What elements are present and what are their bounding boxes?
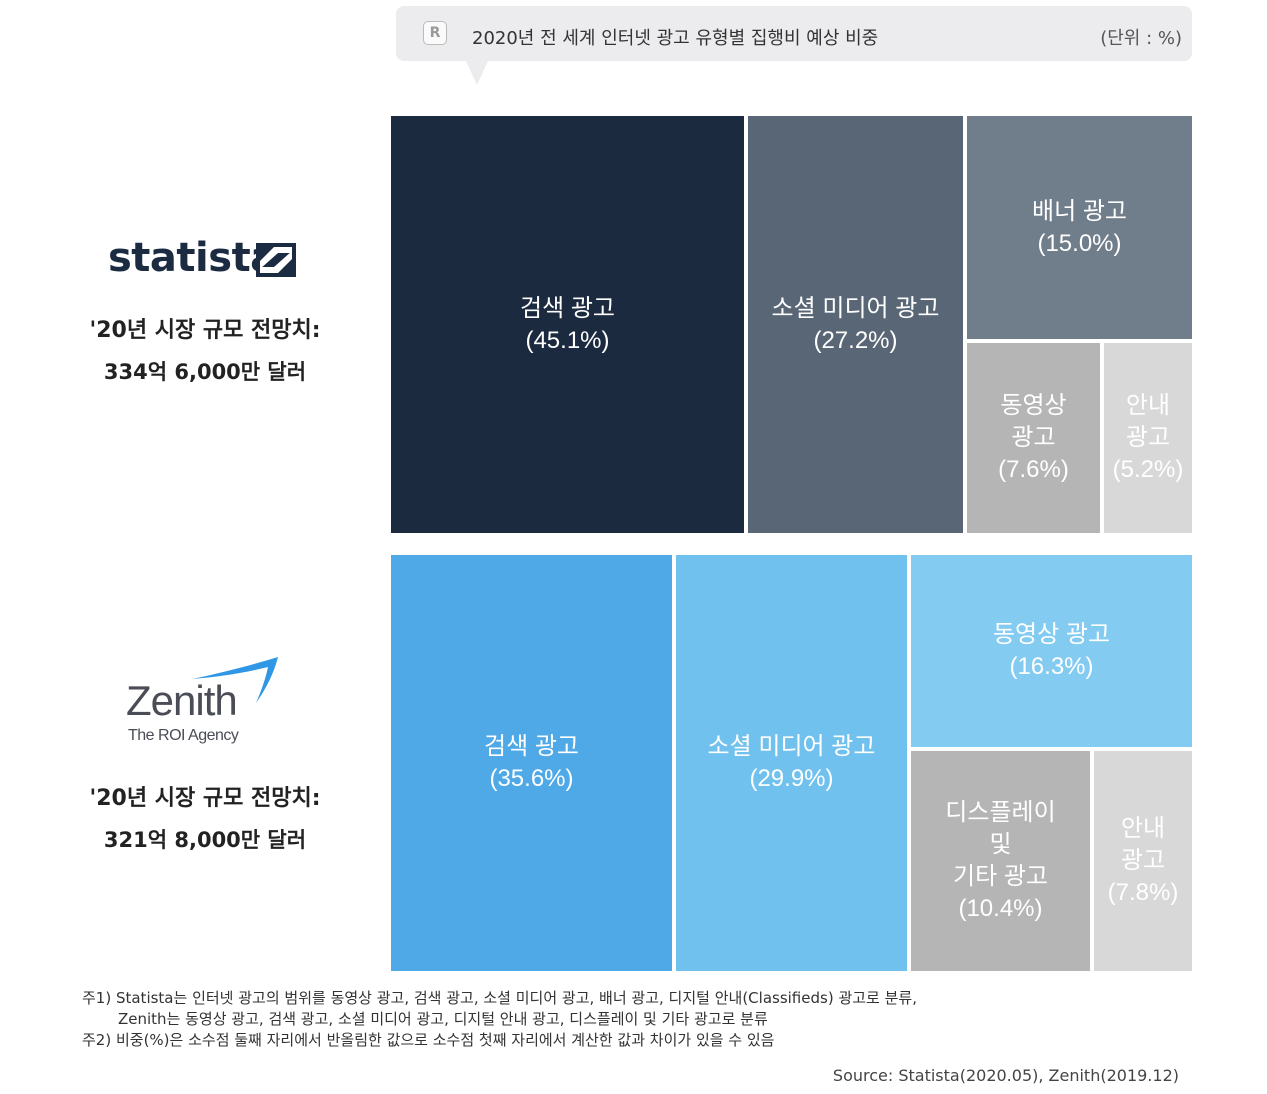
treemap-tile-label: 소셜 미디어 광고 (29.9%) (707, 733, 876, 792)
footnote-1: 주1) Statista는 인터넷 광고의 범위를 동영상 광고, 검색 광고,… (82, 989, 917, 1007)
treemap-tile-label: 디스플레이 및 기타 광고 (10.4%) (945, 799, 1056, 922)
footnote-2: 주2) 비중(%)은 소수점 둘째 자리에서 반올림한 값으로 소수점 첫째 자… (82, 1031, 775, 1049)
statista-logo-text: statista (108, 235, 277, 281)
treemap-tile-label: 안내 광고 (5.2%) (1112, 392, 1184, 483)
treemap-tile: 동영상 광고 (7.6%) (967, 343, 1100, 533)
statista-mark-icon (256, 243, 296, 277)
footnote-1-continued: Zenith는 동영상 광고, 검색 광고, 소셜 미디어 광고, 디지털 안내… (118, 1010, 768, 1028)
zenith-logo: Zenith The ROI Agency (126, 655, 286, 750)
statista-market-label: '20년 시장 규모 전망치: (89, 318, 321, 343)
zenith-logo-tagline: The ROI Agency (128, 727, 239, 744)
treemap-tile: 검색 광고 (35.6%) (391, 555, 672, 971)
zenith-market-value: 321억 8,000만 달러 (103, 828, 307, 852)
zenith-market-label: '20년 시장 규모 전망치: (89, 786, 321, 811)
zenith-swoosh-icon (192, 657, 278, 703)
statista-market-value: 334억 6,000만 달러 (103, 360, 307, 384)
treemap-tile: 디스플레이 및 기타 광고 (10.4%) (911, 751, 1090, 971)
source-note: Source: Statista(2020.05), Zenith(2019.1… (832, 1066, 1179, 1085)
statista-logo: statista (108, 235, 298, 285)
treemap-tile-label: 동영상 광고 (16.3%) (992, 621, 1111, 680)
speech-bubble-tail (466, 61, 488, 85)
treemap-tile: 검색 광고 (45.1%) (391, 116, 744, 533)
unit-label: (단위 : %) (1100, 28, 1182, 49)
treemap-tile: 안내 광고 (7.8%) (1094, 751, 1192, 971)
treemap-tile-label: 동영상 광고 (7.6%) (998, 392, 1069, 483)
treemap-tile: 동영상 광고 (16.3%) (911, 555, 1192, 747)
r-logo-icon: R (423, 21, 447, 45)
treemap-tile: 배너 광고 (15.0%) (967, 116, 1192, 339)
chart-header: R 2020년 전 세계 인터넷 광고 유형별 집행비 예상 비중 (단위 : … (396, 6, 1192, 85)
treemap-tile: 안내 광고 (5.2%) (1104, 343, 1192, 533)
treemap-tile-label: 소셜 미디어 광고 (27.2%) (771, 294, 940, 354)
treemap-tile-label: 안내 광고 (7.8%) (1107, 815, 1179, 906)
chart-title: 2020년 전 세계 인터넷 광고 유형별 집행비 예상 비중 (472, 28, 879, 49)
treemap-tile-label: 검색 광고 (35.6%) (484, 733, 579, 792)
treemap-tile-label: 검색 광고 (45.1%) (520, 294, 615, 354)
treemap-tile: 소셜 미디어 광고 (29.9%) (676, 555, 907, 971)
treemap-tile: 소셜 미디어 광고 (27.2%) (748, 116, 963, 533)
footnotes: 주1) Statista는 인터넷 광고의 범위를 동영상 광고, 검색 광고,… (82, 988, 917, 1051)
zenith-logo-text: Zenith (126, 677, 238, 724)
treemap-tile-label: 배너 광고 (15.0%) (1032, 197, 1127, 257)
